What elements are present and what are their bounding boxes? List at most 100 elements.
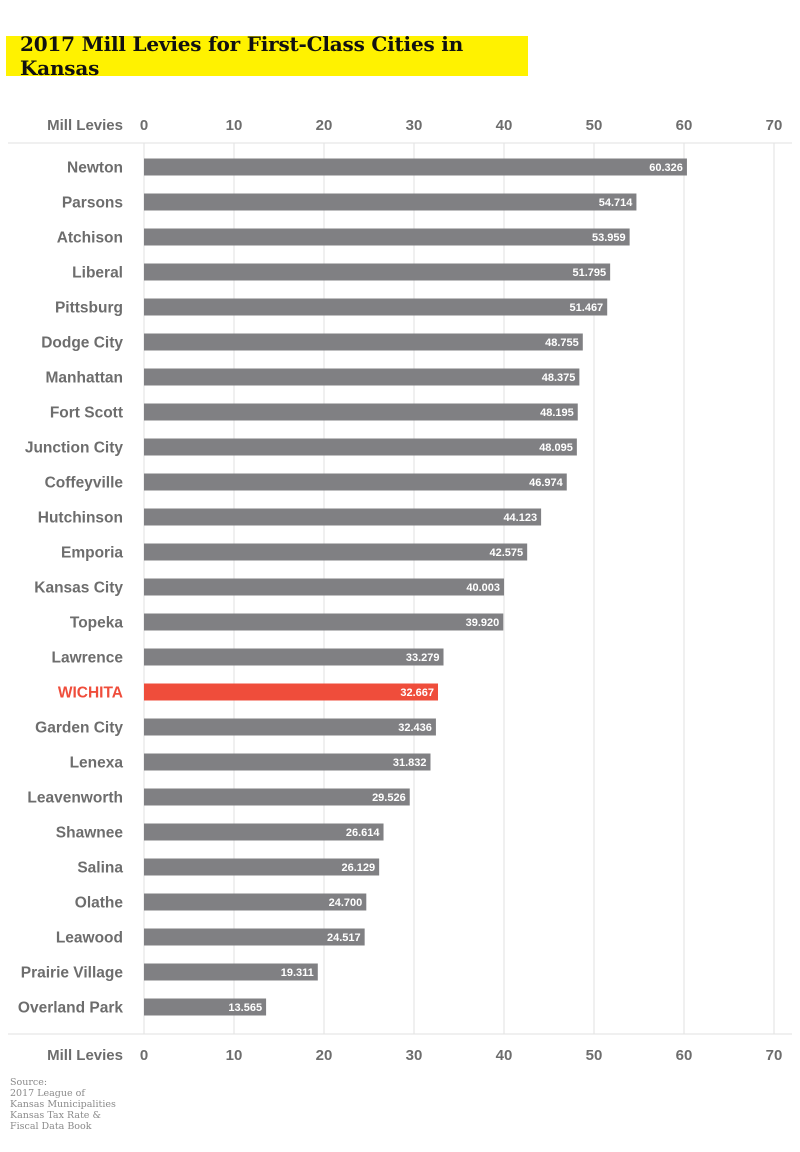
bar bbox=[144, 473, 567, 491]
source-line: Fiscal Data Book bbox=[10, 1121, 92, 1132]
chart-title-banner: 2017 Mill Levies for First-Class Cities … bbox=[6, 32, 528, 80]
tick-label: 10 bbox=[226, 1047, 243, 1064]
category-label: Emporia bbox=[61, 545, 123, 562]
bar bbox=[144, 228, 630, 246]
category-label: Junction City bbox=[25, 440, 124, 457]
bar bbox=[144, 893, 367, 911]
bar bbox=[144, 158, 687, 176]
data-label: 39.920 bbox=[466, 617, 500, 629]
axis-label-top: Mill Levies bbox=[47, 117, 123, 134]
category-label: Manhattan bbox=[46, 370, 124, 387]
data-label: 24.517 bbox=[327, 932, 361, 944]
category-label: Leavenworth bbox=[27, 790, 123, 807]
axis-label-bottom: Mill Levies bbox=[47, 1047, 123, 1064]
category-label: Garden City bbox=[35, 720, 123, 737]
source-line: Source: bbox=[10, 1077, 48, 1088]
tick-label: 50 bbox=[586, 117, 603, 134]
data-label: 48.755 bbox=[545, 337, 579, 349]
category-label: Shawnee bbox=[56, 825, 124, 842]
tick-label: 0 bbox=[140, 117, 148, 134]
data-label: 26.614 bbox=[346, 827, 381, 839]
data-label: 60.326 bbox=[649, 162, 683, 174]
bar bbox=[144, 298, 608, 316]
tick-label: 70 bbox=[766, 1047, 783, 1064]
data-label: 53.959 bbox=[592, 232, 626, 244]
data-label: 48.095 bbox=[539, 442, 573, 454]
category-label: Overland Park bbox=[18, 1000, 123, 1017]
data-label: 26.129 bbox=[342, 862, 376, 874]
tick-label: 0 bbox=[140, 1047, 148, 1064]
category-label: Topeka bbox=[70, 615, 123, 632]
category-label: Olathe bbox=[75, 895, 124, 912]
source-line: 2017 League of bbox=[10, 1088, 85, 1099]
data-label: 54.714 bbox=[599, 197, 634, 209]
data-label: 33.279 bbox=[406, 652, 440, 664]
data-label: 42.575 bbox=[490, 547, 524, 559]
data-label: 13.565 bbox=[228, 1002, 262, 1014]
tick-label: 30 bbox=[406, 117, 423, 134]
data-label: 31.832 bbox=[393, 757, 427, 769]
tick-label: 70 bbox=[766, 117, 783, 134]
tick-label: 20 bbox=[316, 1047, 333, 1064]
category-label: Lenexa bbox=[70, 755, 124, 772]
data-label: 32.436 bbox=[398, 722, 432, 734]
tick-label: 60 bbox=[676, 1047, 693, 1064]
tick-label: 50 bbox=[586, 1047, 603, 1064]
bar bbox=[144, 823, 384, 841]
data-label: 40.003 bbox=[466, 582, 500, 594]
category-label: Hutchinson bbox=[38, 510, 123, 527]
category-label: Dodge City bbox=[41, 335, 123, 352]
bar bbox=[144, 998, 267, 1016]
category-label: Parsons bbox=[62, 195, 123, 212]
data-label: 48.375 bbox=[542, 372, 576, 384]
category-label: Leawood bbox=[56, 930, 123, 947]
data-label: 51.467 bbox=[570, 302, 604, 314]
category-label: Liberal bbox=[72, 265, 123, 282]
category-label: Pittsburg bbox=[55, 300, 123, 317]
bar bbox=[144, 613, 504, 631]
data-label: 46.974 bbox=[529, 477, 564, 489]
bar bbox=[144, 508, 542, 526]
source-line: Kansas Municipalities bbox=[10, 1099, 116, 1110]
tick-label: 60 bbox=[676, 117, 693, 134]
chart-title: 2017 Mill Levies for First-Class Cities … bbox=[20, 32, 464, 80]
tick-label: 20 bbox=[316, 117, 333, 134]
bar bbox=[144, 858, 380, 876]
category-label: WICHITA bbox=[58, 685, 123, 702]
bar bbox=[144, 718, 436, 736]
bar bbox=[144, 193, 637, 211]
bar bbox=[144, 543, 528, 561]
source-note: Source: 2017 League of Kansas Municipali… bbox=[10, 1077, 150, 1132]
category-label: Salina bbox=[77, 860, 123, 877]
category-label: Newton bbox=[67, 160, 123, 177]
data-label: 48.195 bbox=[540, 407, 574, 419]
category-label: Prairie Village bbox=[21, 965, 124, 982]
bar bbox=[144, 928, 365, 946]
bar bbox=[144, 263, 611, 281]
category-label: Lawrence bbox=[51, 650, 123, 667]
bar bbox=[144, 333, 583, 351]
tick-label: 40 bbox=[496, 117, 513, 134]
bar bbox=[144, 788, 410, 806]
category-label: Fort Scott bbox=[50, 405, 123, 422]
bar bbox=[144, 578, 505, 596]
bar bbox=[144, 753, 431, 771]
category-label: Coffeyville bbox=[45, 475, 124, 492]
bar bbox=[144, 683, 439, 701]
bar bbox=[144, 438, 577, 456]
bar bbox=[144, 963, 318, 981]
tick-label: 40 bbox=[496, 1047, 513, 1064]
category-label: Kansas City bbox=[34, 580, 123, 597]
source-line: Kansas Tax Rate & bbox=[10, 1110, 101, 1121]
data-label: 19.311 bbox=[281, 967, 314, 979]
bar bbox=[144, 403, 578, 421]
bar bbox=[144, 368, 580, 386]
bar bbox=[144, 648, 444, 666]
data-label: 51.795 bbox=[572, 267, 606, 279]
tick-label: 10 bbox=[226, 117, 243, 134]
category-label: Atchison bbox=[57, 230, 123, 247]
data-label: 32.667 bbox=[400, 687, 434, 699]
data-label: 29.526 bbox=[372, 792, 406, 804]
tick-label: 30 bbox=[406, 1047, 423, 1064]
